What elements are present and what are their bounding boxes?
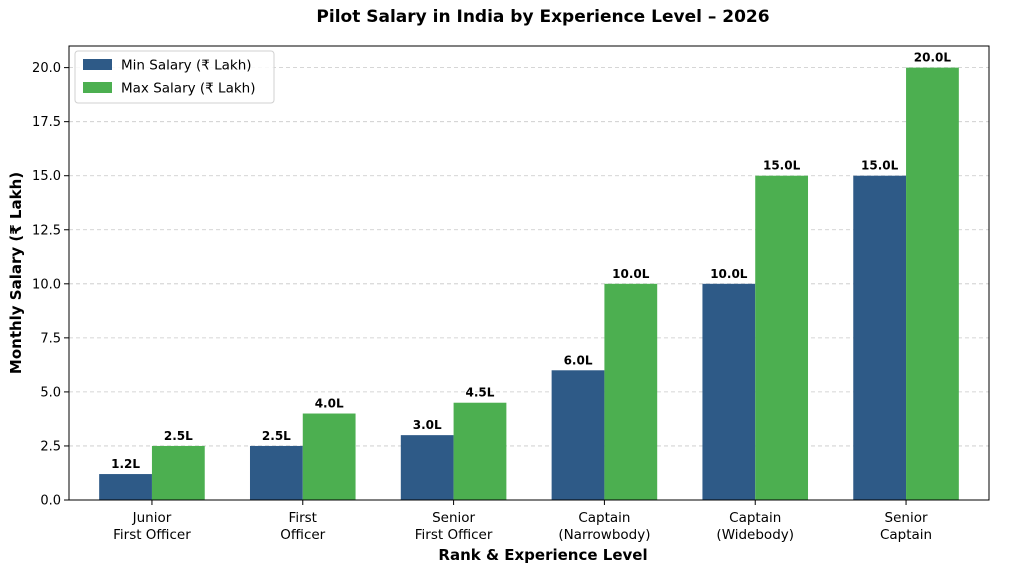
min-salary-bar bbox=[400, 435, 454, 500]
bar-value-label: 6.0L bbox=[564, 353, 593, 367]
max-salary-bar bbox=[604, 283, 658, 500]
legend-label: Min Salary (₹ Lakh) bbox=[121, 58, 252, 74]
bar-value-labels: 1.2L 2.5L 3.0L 6.0L 10.0L 15.0L 2.5L 4.0L 4.5L 10… bbox=[111, 51, 951, 471]
bar-value-label: 20.0L bbox=[914, 51, 952, 65]
y-axis-label: Monthly Salary (₹ Lakh) bbox=[7, 172, 25, 374]
y-tick-label: 0.0 bbox=[40, 494, 61, 509]
plot-frame bbox=[68, 45, 990, 501]
legend-swatch bbox=[83, 82, 112, 93]
x-tick-label: Senior First Officer bbox=[415, 510, 493, 543]
bar-value-label: 3.0L bbox=[413, 418, 442, 432]
y-tick-label: 5.0 bbox=[40, 385, 61, 400]
max-salary-bar bbox=[906, 67, 959, 500]
bar-value-label: 2.5L bbox=[262, 429, 291, 443]
bar-value-label: 1.2L bbox=[111, 457, 140, 471]
y-tick-label: 15.0 bbox=[32, 169, 61, 184]
bar-value-label: 10.0L bbox=[612, 267, 650, 281]
legend-box bbox=[74, 50, 275, 104]
y-tick-label: 2.5 bbox=[40, 439, 61, 454]
x-tick-label: Senior Captain bbox=[880, 510, 932, 543]
y-tick-label: 10.0 bbox=[32, 277, 61, 292]
y-tick-label: 17.5 bbox=[32, 115, 61, 130]
y-tick-label: 12.5 bbox=[32, 223, 61, 238]
max-salary-bar bbox=[151, 445, 205, 500]
y-tick-label: 20.0 bbox=[32, 61, 61, 76]
legend-swatch bbox=[83, 59, 112, 70]
grid-lines bbox=[69, 67, 989, 501]
max-salary-bar bbox=[453, 402, 507, 500]
min-salary-bar bbox=[702, 283, 756, 500]
y-tick-label: 7.5 bbox=[40, 331, 61, 346]
bar-value-label: 2.5L bbox=[164, 429, 193, 443]
x-tick-label: Captain (Widebody) bbox=[716, 510, 794, 543]
bar-value-label: 15.0L bbox=[763, 159, 801, 173]
x-axis-label: Rank & Experience Level bbox=[438, 546, 647, 564]
bar-value-label: 4.0L bbox=[315, 397, 344, 411]
min-salary-bar bbox=[249, 445, 303, 500]
chart-title: Pilot Salary in India by Experience Leve… bbox=[316, 7, 769, 27]
min-salary-bar bbox=[99, 474, 152, 500]
x-tick-label: Junior First Officer bbox=[113, 510, 191, 543]
max-salary-bar bbox=[755, 175, 809, 500]
bars bbox=[99, 67, 959, 500]
legend-label: Max Salary (₹ Lakh) bbox=[121, 81, 255, 97]
bar-value-label: 10.0L bbox=[710, 267, 748, 281]
min-salary-bar bbox=[551, 370, 605, 500]
x-tick-label: First Officer bbox=[280, 510, 325, 543]
y-axis-ticks: 0.0 2.5 5.0 7.5 10.0 12.5 15.0 17.5 20.0 bbox=[32, 61, 69, 509]
max-salary-bar bbox=[302, 413, 356, 500]
x-tick-label: Captain (Narrowbody) bbox=[558, 510, 650, 543]
legend: Min Salary (₹ Lakh) Max Salary (₹ Lakh) bbox=[74, 50, 275, 104]
min-salary-bar bbox=[853, 175, 907, 500]
bar-value-label: 4.5L bbox=[466, 386, 495, 400]
x-axis-ticks: Junior First Officer First Officer Senior Fir… bbox=[113, 500, 932, 543]
bar-value-label: 15.0L bbox=[861, 159, 899, 173]
